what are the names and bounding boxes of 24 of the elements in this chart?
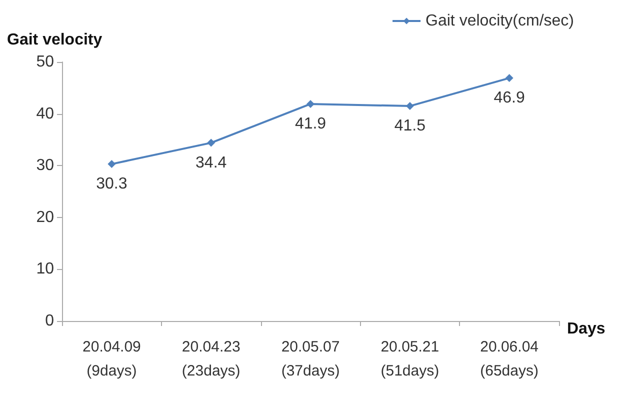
x-tick-label: 20.04.23 (23days) xyxy=(182,338,240,380)
x-tick-label: 20.06.04 (65days) xyxy=(480,338,538,380)
y-tick-label: 30 xyxy=(36,157,54,174)
point xyxy=(306,100,314,108)
y-tick-label: 50 xyxy=(36,54,54,70)
legend-label: Gait velocity(cm/sec) xyxy=(426,12,574,30)
x-tick-label: 20.05.21 (51days) xyxy=(380,338,440,380)
point xyxy=(207,138,216,147)
data-label: 30.3 xyxy=(96,176,128,193)
y-tick-label: 10 xyxy=(36,260,54,278)
y-tick-label: 40 xyxy=(36,105,54,122)
point xyxy=(505,74,514,82)
data-label: 34.4 xyxy=(196,154,227,172)
data-label: 46.9 xyxy=(494,90,525,107)
y-tick-label: 0 xyxy=(45,312,54,330)
point xyxy=(108,160,116,168)
y-axis-title: Gait velocity xyxy=(7,32,102,48)
x-axis-title: Days xyxy=(567,320,606,338)
point xyxy=(406,102,414,110)
y-tick-label: 20 xyxy=(36,208,54,226)
data-label: 41.5 xyxy=(394,118,426,135)
x-tick-label: 20.04.09 (9days) xyxy=(82,338,141,380)
data-label: 41.9 xyxy=(294,115,326,132)
x-tick-label: 20.05.07 (37days) xyxy=(281,338,340,380)
